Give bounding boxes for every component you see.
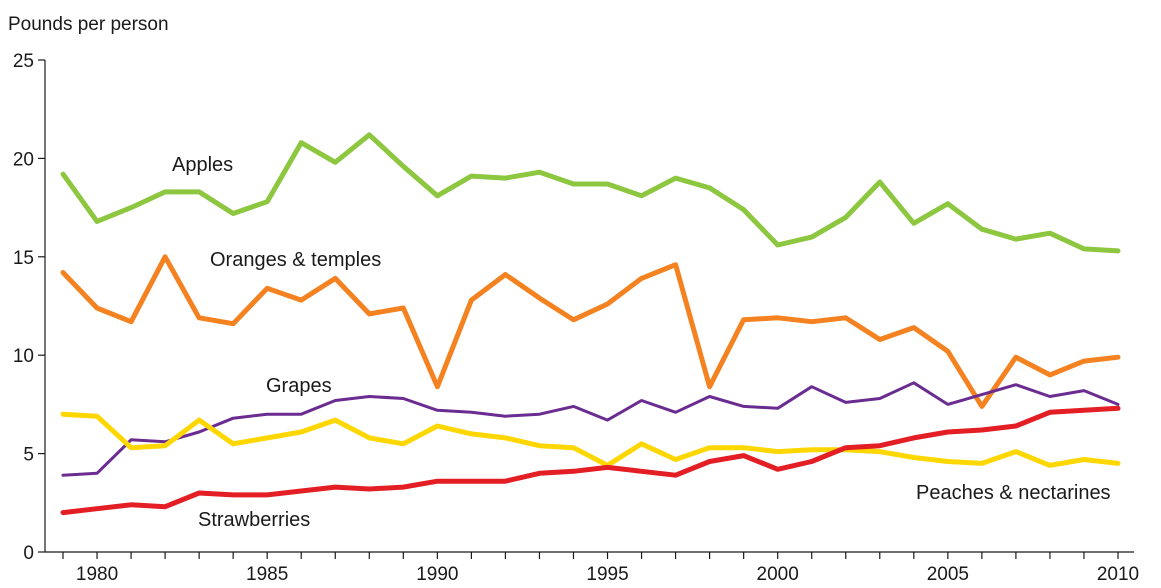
x-axis: 1980 1985 1990 1995 2000 2005 2010 <box>45 551 1139 585</box>
series-label-oranges-temples: Oranges & temples <box>210 249 381 271</box>
series-line-grapes <box>61 381 1120 477</box>
series-label-apples: Apples <box>172 154 233 176</box>
series-labels: Apples Oranges & temples Grapes Peaches & n… <box>172 154 1111 531</box>
series-label-peaches-nectarines: Peaches & nectarines <box>916 482 1111 504</box>
series-line-peaches-nectarines <box>60 411 1121 468</box>
x-tick-label: 2005 <box>927 564 969 585</box>
x-tick-label: 2000 <box>757 564 799 585</box>
x-tick-label: 1995 <box>586 564 628 585</box>
series-group <box>60 132 1121 516</box>
x-tick-label: 1980 <box>76 564 118 585</box>
x-tick-label: 1985 <box>246 564 288 585</box>
x-tick-label: 2010 <box>1097 564 1139 585</box>
y-tick-label: 5 <box>23 445 34 466</box>
series-label-grapes: Grapes <box>266 375 332 397</box>
x-tick-label: 1990 <box>416 564 458 585</box>
y-tick-label: 25 <box>13 51 34 72</box>
y-tick-label: 10 <box>13 346 34 367</box>
y-tick-label: 20 <box>13 149 34 170</box>
y-axis: 0 5 10 15 20 25 <box>13 51 46 564</box>
y-tick-label: 0 <box>23 543 34 564</box>
series-line-strawberries <box>60 405 1121 516</box>
y-axis-title: Pounds per person <box>8 14 169 35</box>
y-tick-label: 15 <box>13 248 34 269</box>
series-line-oranges-temples <box>60 254 1121 409</box>
series-line-apples <box>60 132 1121 254</box>
series-label-strawberries: Strawberries <box>198 509 310 531</box>
